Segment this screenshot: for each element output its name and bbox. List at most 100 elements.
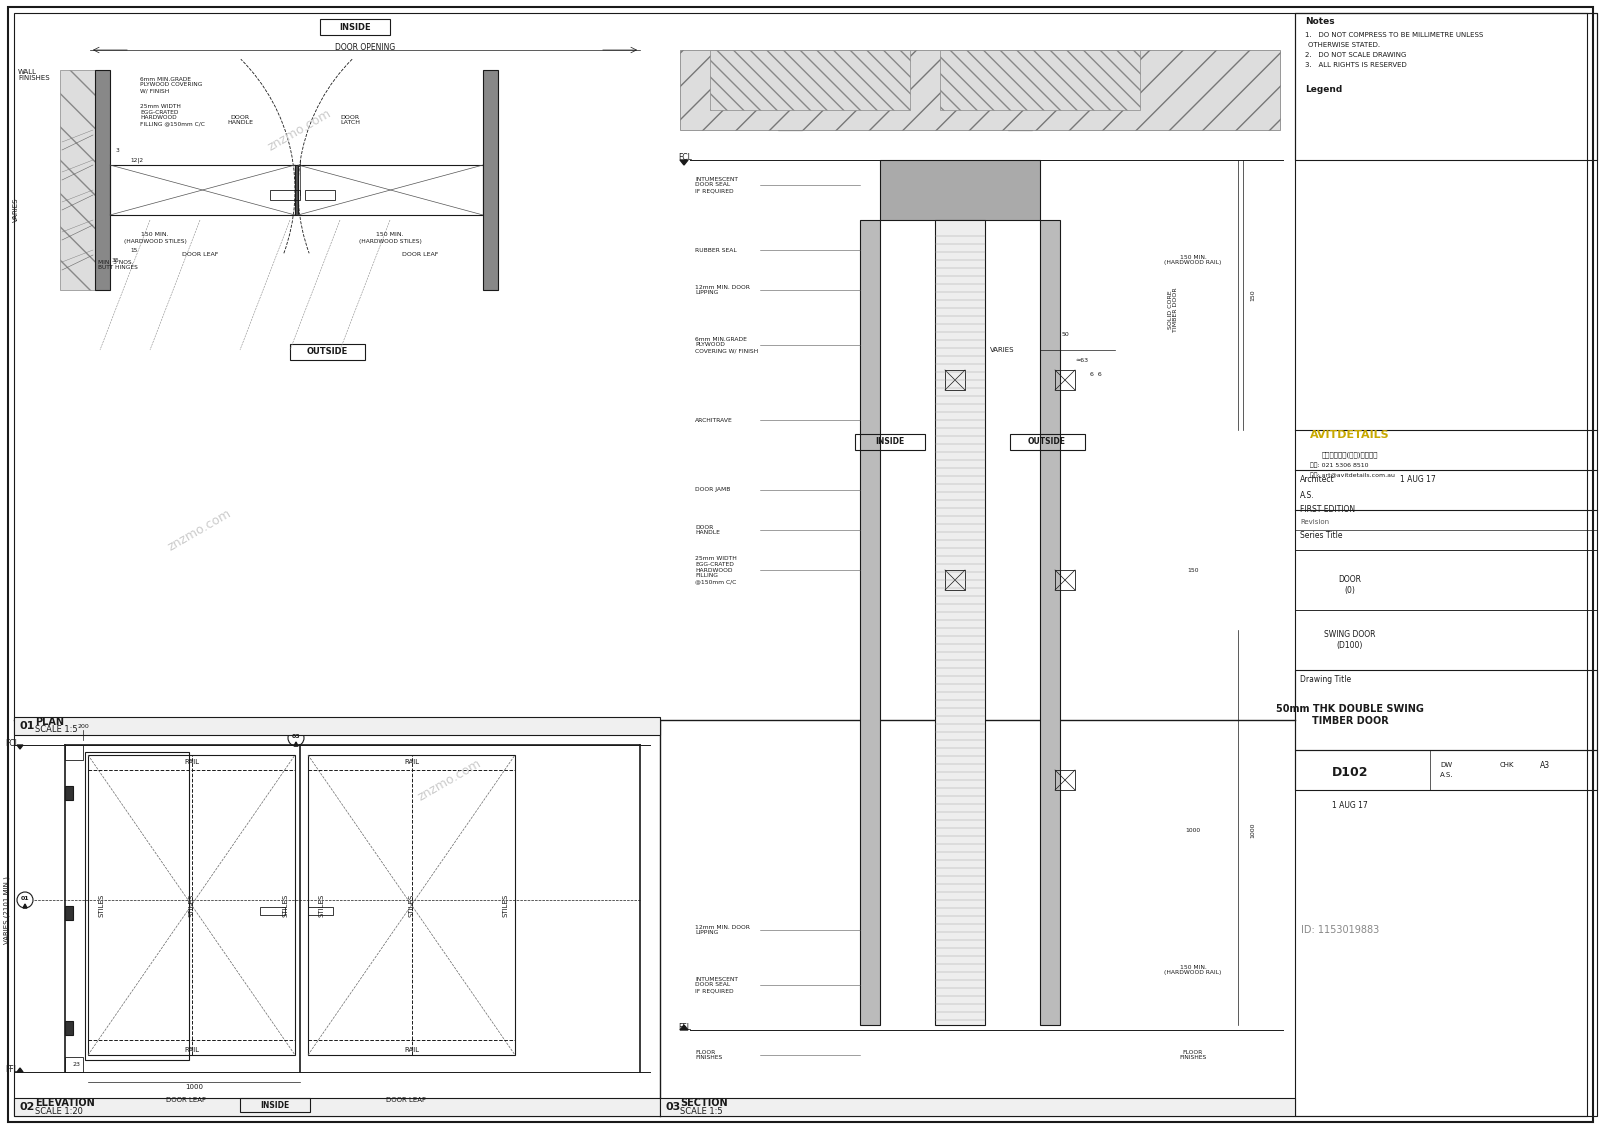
Polygon shape xyxy=(22,904,27,909)
Bar xyxy=(710,50,910,110)
Bar xyxy=(270,190,301,200)
Text: 3.   ALL RIGHTS IS RESERVED: 3. ALL RIGHTS IS RESERVED xyxy=(1306,62,1406,68)
Bar xyxy=(306,190,334,200)
Text: OTHERWISE STATED.: OTHERWISE STATED. xyxy=(1309,42,1381,47)
Text: 150: 150 xyxy=(1251,289,1256,301)
Bar xyxy=(259,907,285,915)
Text: DOOR OPENING: DOOR OPENING xyxy=(334,43,395,52)
Text: INSIDE: INSIDE xyxy=(261,1101,290,1110)
Text: 高质建筑设计(上海)有限公司: 高质建筑设计(上海)有限公司 xyxy=(1322,452,1378,459)
Text: 200: 200 xyxy=(77,724,90,730)
Text: INTUMESCENT
DOOR SEAL
IF REQUIRED: INTUMESCENT DOOR SEAL IF REQUIRED xyxy=(694,976,738,993)
Bar xyxy=(1294,550,1597,610)
Text: MIN. 3 NOS.
BUTT HINGES: MIN. 3 NOS. BUTT HINGES xyxy=(98,260,138,270)
Bar xyxy=(934,220,986,1025)
Text: (HARDWOOD STILES): (HARDWOOD STILES) xyxy=(123,240,187,244)
Bar xyxy=(66,906,74,920)
Text: PLAN: PLAN xyxy=(35,718,64,727)
Polygon shape xyxy=(294,742,298,746)
Text: 2.   DO NOT SCALE DRAWING: 2. DO NOT SCALE DRAWING xyxy=(1306,52,1406,58)
Bar xyxy=(88,755,294,1055)
Text: ARCHITRAVE: ARCHITRAVE xyxy=(694,417,733,423)
Text: 6mm MIN.GRADE
PLYWOOD COVERING
W/ FINISH: 6mm MIN.GRADE PLYWOOD COVERING W/ FINISH xyxy=(141,77,202,94)
Bar xyxy=(290,344,365,360)
Text: 150 MIN.
(HARDWOOD RAIL): 150 MIN. (HARDWOOD RAIL) xyxy=(1165,965,1222,975)
Bar xyxy=(1294,470,1597,550)
Bar xyxy=(320,19,390,35)
Text: RAIL: RAIL xyxy=(184,1048,198,1053)
Text: 12|2: 12|2 xyxy=(130,157,142,163)
Bar xyxy=(61,70,94,290)
Bar xyxy=(1040,220,1059,1025)
Text: DOOR LEAF: DOOR LEAF xyxy=(387,1097,427,1103)
Text: SCALE 1:5: SCALE 1:5 xyxy=(35,725,78,734)
Text: 1.   DO NOT COMPRESS TO BE MILLIMETRE UNLESS: 1. DO NOT COMPRESS TO BE MILLIMETRE UNLE… xyxy=(1306,32,1483,38)
Text: OUTSIDE: OUTSIDE xyxy=(1027,437,1066,446)
Text: 1 AUG 17: 1 AUG 17 xyxy=(1333,800,1368,809)
Bar xyxy=(1294,14,1597,1116)
Text: 01: 01 xyxy=(21,896,29,902)
Bar xyxy=(298,165,483,215)
Bar xyxy=(946,570,965,590)
Text: A.S.: A.S. xyxy=(1440,772,1453,777)
Text: STILES: STILES xyxy=(318,894,323,916)
Text: 150: 150 xyxy=(1187,567,1198,573)
Text: DOOR
HANDLE: DOOR HANDLE xyxy=(227,114,253,125)
Polygon shape xyxy=(778,120,802,130)
Text: RAIL: RAIL xyxy=(403,1048,419,1053)
Text: FIRST EDITION: FIRST EDITION xyxy=(1299,505,1355,514)
Text: SCALE 1:5: SCALE 1:5 xyxy=(680,1106,723,1115)
Text: 23: 23 xyxy=(72,1061,80,1067)
Bar xyxy=(66,1057,83,1072)
Bar xyxy=(941,50,1139,110)
Text: A.S.: A.S. xyxy=(1299,490,1315,499)
Text: FFL: FFL xyxy=(678,1023,691,1032)
Text: INSIDE: INSIDE xyxy=(875,437,904,446)
Text: Legend: Legend xyxy=(1306,86,1342,95)
Bar xyxy=(880,160,1040,220)
Bar xyxy=(240,1098,310,1112)
Text: znzmo.com: znzmo.com xyxy=(166,506,234,554)
Text: INTUMESCENT
DOOR SEAL
IF REQUIRED: INTUMESCENT DOOR SEAL IF REQUIRED xyxy=(694,176,738,193)
Text: Drawing Title: Drawing Title xyxy=(1299,676,1350,685)
Bar xyxy=(1054,770,1075,790)
Text: FLOOR
FINISHES: FLOOR FINISHES xyxy=(694,1050,722,1060)
Bar xyxy=(854,434,925,450)
Text: ≈63: ≈63 xyxy=(1075,357,1088,363)
Text: 03: 03 xyxy=(291,734,301,739)
Text: FFL: FFL xyxy=(5,1066,18,1075)
Text: 6mm MIN.GRADE
PLYWOOD
COVERING W/ FINISH: 6mm MIN.GRADE PLYWOOD COVERING W/ FINISH xyxy=(694,337,758,354)
Text: 12mm MIN. DOOR
LIPPING: 12mm MIN. DOOR LIPPING xyxy=(694,285,750,295)
Bar xyxy=(483,70,498,290)
Text: 150 MIN.: 150 MIN. xyxy=(141,233,170,237)
Text: 3: 3 xyxy=(115,148,118,153)
Text: 1000: 1000 xyxy=(186,1084,203,1090)
Bar xyxy=(66,786,74,800)
Text: 03: 03 xyxy=(666,1102,680,1112)
Text: STILES: STILES xyxy=(502,894,509,916)
Polygon shape xyxy=(680,1025,688,1031)
Text: 35: 35 xyxy=(110,258,118,262)
Text: 1000: 1000 xyxy=(1186,827,1200,833)
Bar xyxy=(861,220,880,1025)
Text: STILES: STILES xyxy=(282,894,288,916)
Text: VARIES (2101 MIN.): VARIES (2101 MIN.) xyxy=(3,876,10,944)
Bar xyxy=(66,745,83,760)
Text: Series Title: Series Title xyxy=(1299,530,1342,539)
Text: Revision: Revision xyxy=(1299,519,1330,525)
Text: SCALE 1:20: SCALE 1:20 xyxy=(35,1106,83,1115)
Text: DW: DW xyxy=(1440,762,1453,768)
Polygon shape xyxy=(18,1068,22,1072)
Bar xyxy=(1294,670,1597,750)
Bar xyxy=(307,755,515,1055)
Text: 15: 15 xyxy=(130,247,138,252)
Text: 01: 01 xyxy=(19,721,35,731)
Text: VARIES: VARIES xyxy=(13,198,19,223)
Text: VARIES: VARIES xyxy=(990,347,1014,353)
Text: STILES: STILES xyxy=(189,894,195,916)
Bar xyxy=(14,1098,661,1116)
Bar xyxy=(661,1098,1294,1116)
Text: (HARDWOOD STILES): (HARDWOOD STILES) xyxy=(358,240,421,244)
Text: 25mm WIDTH
EGG-CRATED
HARDWOOD
FILLING @150mm C/C: 25mm WIDTH EGG-CRATED HARDWOOD FILLING @… xyxy=(141,104,205,127)
Text: SOLID CORE
TIMBER DOOR: SOLID CORE TIMBER DOOR xyxy=(1168,288,1178,332)
